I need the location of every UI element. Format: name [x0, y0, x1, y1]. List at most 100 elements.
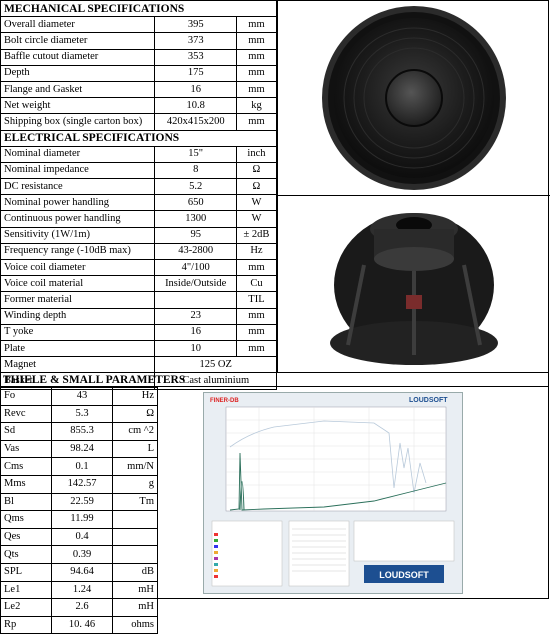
spec-value: 373 — [154, 32, 237, 50]
spec-name: Nominal diameter — [0, 145, 156, 163]
spec-name: Frequency range (-10dB max) — [0, 242, 156, 261]
ts-unit: mm/N — [111, 457, 159, 476]
spec-name: Voice coil diameter — [0, 258, 156, 277]
table-row: Le2 2.6 mH — [0, 598, 159, 617]
table-row: Vas 98.24 L — [0, 439, 159, 459]
spec-name: Shipping box (single carton box) — [0, 113, 156, 131]
table-row: Voice coil diameter 4"/100 mm — [0, 258, 278, 277]
graph-brand-right: LOUDSOFT — [409, 397, 448, 404]
ts-value: 43 — [51, 387, 113, 406]
ts-name: Cms — [0, 457, 53, 476]
table-row: Fo 43 Hz — [0, 387, 159, 406]
spec-unit: W — [235, 194, 278, 212]
spec-unit: mm — [235, 113, 278, 131]
table-row: Plate 10 mm — [0, 339, 278, 358]
spec-unit: mm — [235, 16, 278, 34]
table-row: SPL 94.64 dB — [0, 562, 159, 582]
table-row: Nominal diameter 15" inch — [0, 145, 278, 163]
spec-unit: inch — [235, 145, 278, 163]
spec-value: 43-2800 — [154, 242, 237, 261]
spec-value: 16 — [154, 80, 237, 99]
ts-name: Vas — [0, 439, 53, 459]
spec-name: Net weight — [0, 97, 156, 115]
ts-unit: Ω — [111, 404, 159, 424]
spec-unit: mm — [235, 32, 278, 50]
spec-value — [154, 291, 237, 309]
spec-value: 1300 — [154, 210, 237, 228]
table-row: Qms 11.99 — [0, 510, 159, 529]
spec-value: 15" — [154, 145, 237, 163]
spec-unit: kg — [235, 97, 278, 115]
table-row: Shipping box (single carton box) 420x415x… — [0, 113, 278, 131]
ts-name: Rp — [0, 615, 53, 634]
speaker-rear-icon — [330, 213, 498, 365]
ts-value: 0.1 — [51, 457, 113, 476]
table-row: T yoke 16 mm — [0, 323, 278, 341]
ts-unit: Tm — [111, 492, 159, 512]
spec-value: 175 — [154, 64, 237, 82]
speaker-front-icon — [322, 6, 506, 190]
ts-unit: g — [111, 474, 159, 494]
ts-unit: cm ^2 — [111, 422, 159, 441]
ts-name: Qes — [0, 527, 53, 547]
table-row: Cms 0.1 mm/N — [0, 457, 159, 476]
response-graph: FINER-DB LOUDSOFT — [203, 392, 463, 594]
table-row: Le1 1.24 mH — [0, 580, 159, 600]
ts-unit — [111, 545, 159, 564]
ts-value: 0.39 — [51, 545, 113, 564]
section-header: MECHANICAL SPECIFICATIONS — [0, 0, 277, 18]
spec-value: 4"/100 — [154, 258, 237, 277]
ts-value: 1.24 — [51, 580, 113, 600]
ts-value: 0.4 — [51, 527, 113, 547]
table-row: Former material TIL — [0, 291, 278, 309]
spec-name: Overall diameter — [0, 16, 156, 34]
table-row: Qts 0.39 — [0, 545, 159, 564]
table-row: Baffle cutout diameter 353 mm — [0, 48, 278, 66]
spec-name: Winding depth — [0, 307, 156, 325]
table-row: DC resistance 5.2 Ω — [0, 178, 278, 196]
table-row: Sd 855.3 cm ^2 — [0, 422, 159, 441]
table-row: Flange and Gasket 16 mm — [0, 80, 278, 99]
section-header: ELECTRICAL SPECIFICATIONS — [0, 129, 277, 147]
table-row: Overall diameter 395 mm — [0, 16, 278, 34]
table-row: Nominal power handling 650 W — [0, 194, 278, 212]
ts-unit: dB — [111, 562, 159, 582]
ts-unit — [111, 527, 159, 547]
ts-value: 98.24 — [51, 439, 113, 459]
table-row: Mms 142.57 g — [0, 474, 159, 494]
spec-unit: ± 2dB — [235, 226, 278, 244]
ts-value: 10. 46 — [51, 615, 113, 634]
speaker-rear-image — [278, 195, 550, 372]
spec-value: 10 — [154, 339, 237, 358]
spec-unit: Ω — [235, 178, 278, 196]
speaker-front-image — [278, 0, 550, 196]
spec-unit: mm — [235, 80, 278, 99]
ts-name: Qts — [0, 545, 53, 564]
ts-name: Le1 — [0, 580, 53, 600]
spec-unit: mm — [235, 258, 278, 277]
ts-value: 11.99 — [51, 510, 113, 529]
spec-unit: W — [235, 210, 278, 228]
spec-name: Continuous power handling — [0, 210, 156, 228]
spec-unit: TIL — [235, 291, 278, 309]
ts-unit: mH — [111, 598, 159, 617]
spec-value: 125 OZ — [154, 356, 277, 374]
ts-unit: ohms — [111, 615, 159, 634]
ts-value: 142.57 — [51, 474, 113, 494]
spec-value: 95 — [154, 226, 237, 244]
spec-value: 23 — [154, 307, 237, 325]
spec-name: Magnet — [0, 356, 156, 374]
spec-name: Flange and Gasket — [0, 80, 156, 99]
table-row: Magnet 125 OZ — [0, 356, 277, 374]
spec-value: Inside/Outside — [154, 275, 237, 293]
ts-name: Qms — [0, 510, 53, 529]
product-images — [277, 0, 550, 372]
spec-name: Sensitivity (1W/1m) — [0, 226, 156, 244]
ts-value: 94.64 — [51, 562, 113, 582]
table-row: Bolt circle diameter 373 mm — [0, 32, 278, 50]
spec-unit: mm — [235, 323, 278, 341]
spec-unit: mm — [235, 64, 278, 82]
ts-name: Mms — [0, 474, 53, 494]
spec-value: 395 — [154, 16, 237, 34]
spec-unit: Ω — [235, 161, 278, 180]
